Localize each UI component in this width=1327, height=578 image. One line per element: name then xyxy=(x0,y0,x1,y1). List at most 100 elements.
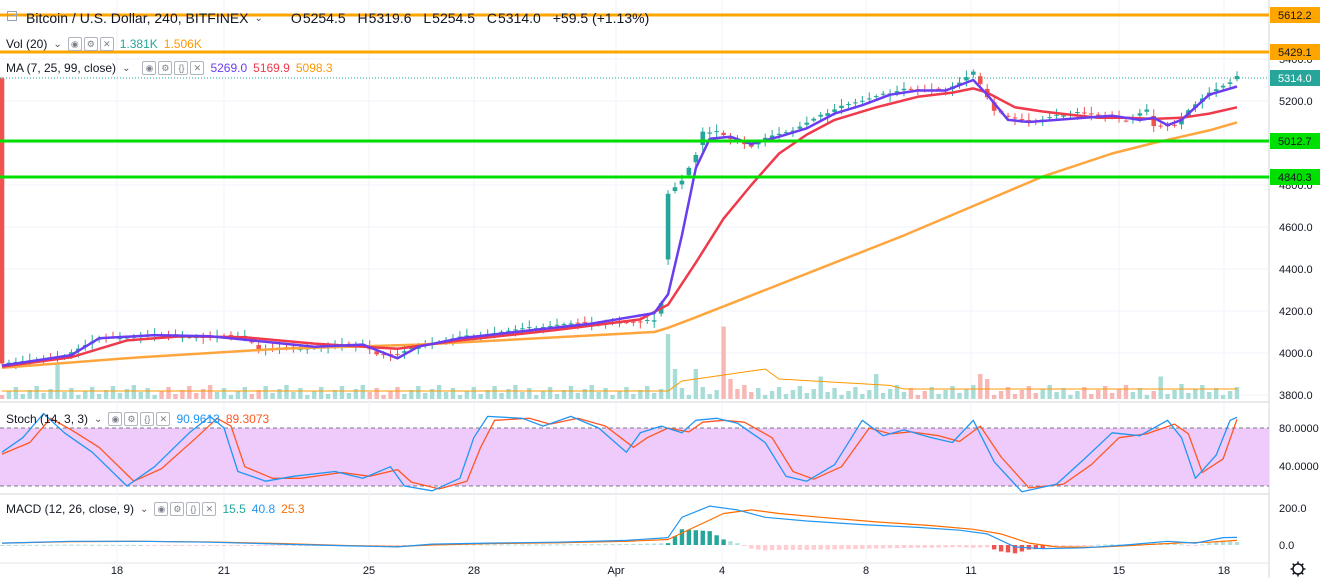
source-code-icon[interactable]: {} xyxy=(186,502,201,516)
macd-histogram-bar xyxy=(832,545,837,550)
candle-body xyxy=(1075,112,1080,114)
macd-histogram-bar xyxy=(214,545,220,546)
candle-body xyxy=(409,347,414,350)
volume-bar xyxy=(853,387,858,399)
candle-body xyxy=(540,327,546,329)
settings-icon[interactable]: ⚙ xyxy=(83,37,98,51)
candle-body xyxy=(964,77,969,81)
macd-histogram-bar xyxy=(388,545,393,546)
indicator-tools[interactable]: ◉ ⚙{} ✕ xyxy=(154,502,217,516)
macd-histogram-bar xyxy=(145,545,150,546)
chevron-down-icon[interactable]: ⌄ xyxy=(140,503,149,515)
stoch-d-value: 89.3073 xyxy=(225,412,270,426)
volume-bar xyxy=(998,391,1004,399)
macd-histogram-bar xyxy=(991,545,997,550)
candle-body xyxy=(395,354,400,356)
macd-histogram-bar xyxy=(6,544,12,546)
candle-body xyxy=(797,126,803,129)
volume-bar xyxy=(638,390,643,399)
volume-bar xyxy=(686,395,692,399)
macd-histogram-bar xyxy=(263,545,268,546)
macd-histogram-bar xyxy=(402,545,407,546)
candle-body xyxy=(742,142,747,145)
ma7-value: 5269.0 xyxy=(210,61,248,75)
chevron-down-icon[interactable]: ⌄ xyxy=(53,38,62,50)
volume-bar xyxy=(589,385,594,399)
eye-icon[interactable]: ◉ xyxy=(108,412,123,426)
candle-body xyxy=(582,321,588,323)
candle-body xyxy=(894,91,900,93)
indicator-tools[interactable]: ◉ ⚙{} ✕ xyxy=(142,61,205,75)
indicator-tools[interactable]: ◉ ⚙ ✕ xyxy=(67,37,114,51)
eye-icon[interactable]: ◉ xyxy=(67,37,82,51)
level-price-tag xyxy=(1270,133,1320,149)
candle-body xyxy=(1179,118,1184,125)
volume-bar xyxy=(360,385,365,399)
settings-icon[interactable]: ⚙ xyxy=(158,61,173,75)
macd-histogram-bar xyxy=(1082,545,1087,546)
volume-bar xyxy=(1200,385,1205,399)
source-code-icon[interactable]: {} xyxy=(174,61,189,75)
volume-bar xyxy=(1158,376,1163,399)
candle-body xyxy=(1144,109,1150,112)
chevron-down-icon[interactable]: ⌄ xyxy=(94,413,103,425)
volume-bar xyxy=(894,385,900,399)
volume-bar xyxy=(1193,389,1198,399)
volume-bar xyxy=(1075,391,1080,399)
candle-body xyxy=(957,82,962,86)
volume-bar xyxy=(159,391,164,399)
close-icon[interactable]: ✕ xyxy=(190,61,205,75)
volume-bar xyxy=(1005,387,1011,399)
level-price-tag xyxy=(1270,169,1320,185)
settings-icon[interactable]: ⚙ xyxy=(170,502,185,516)
candle-body xyxy=(908,88,914,90)
close-icon[interactable]: ✕ xyxy=(99,37,114,51)
settings-icon[interactable]: ⚙ xyxy=(124,412,139,426)
macd-tick-label: 200.0 xyxy=(1279,503,1307,515)
chevron-down-icon[interactable]: ⌄ xyxy=(254,12,263,24)
eye-icon[interactable]: ◉ xyxy=(154,502,169,516)
collapse-legend-icon[interactable] xyxy=(7,11,17,21)
close-icon[interactable]: ✕ xyxy=(156,412,171,426)
ma-legend: MA (7, 25, 99, close) ⌄ ◉ ⚙{} ✕ 5269.0 516… xyxy=(6,59,333,77)
indicator-tools[interactable]: ◉ ⚙{} ✕ xyxy=(108,412,171,426)
macd-histogram-bar xyxy=(790,545,796,550)
volume-bar xyxy=(1061,388,1066,399)
volume-bar xyxy=(1054,392,1059,399)
candle-body xyxy=(117,338,123,340)
volume-bar xyxy=(790,390,796,399)
source-code-icon[interactable]: {} xyxy=(140,412,155,426)
volume-bar xyxy=(1089,394,1094,399)
macd-histogram-bar xyxy=(693,530,699,545)
macd-histogram-bar xyxy=(1137,543,1143,545)
macd-histogram-bar xyxy=(665,543,671,545)
macd-histogram-bar xyxy=(13,544,19,546)
volume-bar xyxy=(832,388,837,399)
close-icon[interactable]: ✕ xyxy=(202,502,217,516)
volume-bar xyxy=(492,386,497,399)
eye-icon[interactable]: ◉ xyxy=(142,61,157,75)
macd-histogram-bar xyxy=(207,545,213,546)
volume-bar xyxy=(513,385,518,399)
volume-bar xyxy=(464,391,470,399)
macd-histogram-bar xyxy=(1179,544,1184,546)
volume-bar xyxy=(714,390,719,399)
volume-bar xyxy=(1179,384,1184,399)
volume-bar xyxy=(1109,393,1115,399)
candle-body xyxy=(686,167,692,176)
level-price-tag xyxy=(1270,7,1320,23)
volume-bar xyxy=(707,394,712,399)
macd-histogram-bar xyxy=(27,544,32,546)
settings-gear-icon[interactable] xyxy=(1290,561,1306,577)
volume-bar xyxy=(450,388,456,399)
macd-histogram-bar xyxy=(547,544,553,546)
chevron-down-icon[interactable]: ⌄ xyxy=(122,62,131,74)
volume-bar xyxy=(527,388,532,399)
candle-body xyxy=(749,144,754,147)
time-tick-label: 21 xyxy=(218,565,230,577)
volume-bar xyxy=(89,387,95,399)
macd-histogram-bar xyxy=(929,545,934,548)
macd-histogram-bar xyxy=(277,545,282,546)
volume-bar xyxy=(971,385,976,399)
